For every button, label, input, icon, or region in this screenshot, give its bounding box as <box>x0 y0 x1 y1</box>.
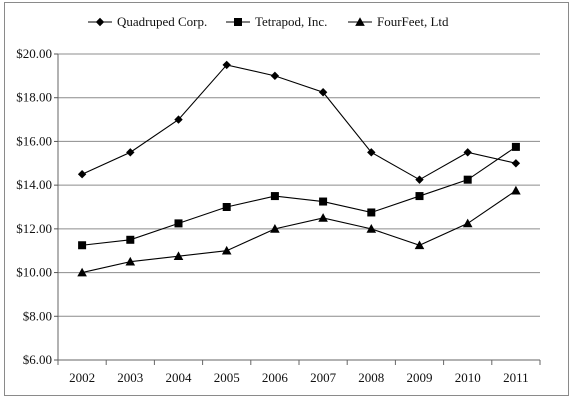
data-point-diamond <box>77 170 87 179</box>
x-tick-label: 2004 <box>166 370 193 385</box>
data-point-square <box>463 175 472 184</box>
x-axis-ticks: 2002 2003 2004 2005 2006 2007 2008 2009 2010 2011 <box>57 360 541 385</box>
series-line-0 <box>81 64 517 181</box>
y-axis-ticks: $6.00 $8.00 $10.00 $12.00 $14.00 $16.00 $18.00… <box>16 46 58 367</box>
legend-marker-triangle <box>355 17 365 26</box>
data-point-square <box>511 142 520 151</box>
data-point-square <box>126 235 135 244</box>
x-tick-label: 2006 <box>262 370 289 385</box>
data-point-triangle <box>221 245 232 255</box>
y-tick-label: $16.00 <box>16 133 52 148</box>
x-tick-label: 2011 <box>503 370 529 385</box>
y-tick-label: $14.00 <box>16 177 52 192</box>
data-point-triangle <box>462 218 473 228</box>
data-point-triangle <box>77 267 87 277</box>
data-point-diamond <box>270 71 280 81</box>
data-point-triangle <box>366 224 377 233</box>
x-tick-label: 2008 <box>358 370 384 385</box>
data-point-diamond <box>511 159 521 168</box>
y-tick-label: $18.00 <box>16 90 52 105</box>
data-point-diamond <box>318 88 328 97</box>
data-point-triangle <box>511 185 521 195</box>
data-point-diamond <box>463 148 472 157</box>
legend-marker-square <box>234 18 242 26</box>
data-point-square <box>222 203 231 211</box>
data-point-square <box>270 192 279 201</box>
y-tick-label: $20.00 <box>16 46 52 61</box>
data-point-triangle <box>414 240 425 250</box>
x-tick-label: 2009 <box>407 370 433 385</box>
x-tick-label: 2010 <box>455 370 481 385</box>
data-point-triangle <box>173 251 184 261</box>
data-point-diamond <box>415 175 424 184</box>
data-point-square <box>367 208 376 217</box>
data-point-square <box>319 197 328 206</box>
series-line-2 <box>81 190 517 274</box>
gridlines <box>58 53 540 317</box>
data-point-diamond <box>126 148 135 157</box>
y-tick-label: $6.00 <box>23 352 52 367</box>
series-line-1 <box>82 146 517 246</box>
data-point-square <box>174 219 183 228</box>
y-tick-label: $10.00 <box>16 265 52 280</box>
y-tick-label: $12.00 <box>16 221 52 236</box>
data-point-triangle <box>318 213 328 222</box>
legend: Quadruped Corp. Tetrapod, Inc. FourFeet, L… <box>88 14 449 29</box>
legend-label: FourFeet, Ltd <box>377 14 449 29</box>
data-point-triangle <box>270 224 280 233</box>
legend-marker-diamond <box>95 17 105 27</box>
legend-label: Tetrapod, Inc. <box>255 14 327 29</box>
chart-frame <box>4 2 569 396</box>
series-layer <box>77 60 521 277</box>
axes <box>57 54 540 361</box>
data-point-square <box>78 241 87 250</box>
y-tick-label: $8.00 <box>23 308 52 323</box>
data-point-diamond <box>174 115 183 124</box>
legend-label: Quadruped Corp. <box>117 14 207 29</box>
x-tick-label: 2003 <box>117 370 143 385</box>
data-point-diamond <box>367 148 376 157</box>
data-point-diamond <box>222 60 231 70</box>
x-tick-label: 2007 <box>310 370 337 385</box>
data-point-square <box>415 192 424 201</box>
x-tick-label: 2002 <box>69 370 95 385</box>
data-point-triangle <box>125 256 136 266</box>
x-tick-label: 2005 <box>214 370 240 385</box>
